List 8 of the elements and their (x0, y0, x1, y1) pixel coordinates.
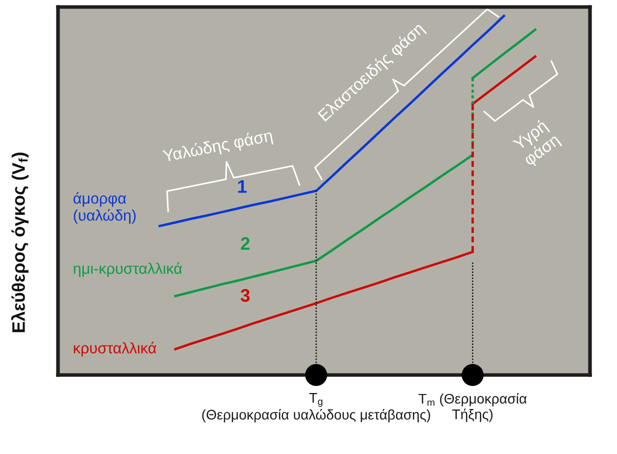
series-label: ημι-κρυσταλλικά (74, 262, 182, 277)
annotation: 3 (240, 289, 250, 302)
annotation: Υαλώδης φάση (162, 128, 274, 166)
annotation: 1 (238, 180, 247, 193)
annotation: 2 (240, 237, 250, 250)
y-axis-title: Ελεύθερος όγκος (V$_{f}$) (11, 152, 29, 332)
series-label: άμορφα (υαλώδη) (74, 192, 136, 224)
series-label: κρυσταλλικά (74, 342, 156, 356)
